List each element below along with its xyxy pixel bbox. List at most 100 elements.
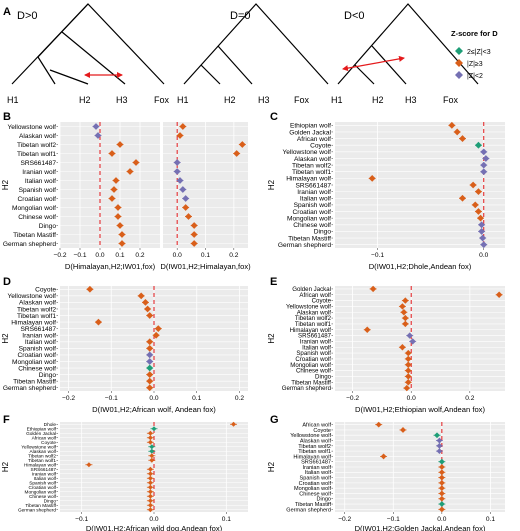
data-point [400,309,408,316]
category-label: German shepherd [286,507,331,513]
category-label: Alaskan wolf [30,449,57,455]
facet: −0.2 −0.1 0.0 0.1 0.2 D(Himalayan,H2;IW01,fox… [53,122,160,271]
data-point [86,285,94,293]
category-label: Dingo [44,498,57,504]
data-point [176,132,184,139]
data-point [176,177,184,184]
data-point [368,174,376,182]
facet: −0.2 −0.1 0.0 0.1D(IW01,H2;Golden Jackal,An… [335,421,505,531]
tree-2-leaf-h3: H3 [258,95,270,105]
panel-d-ylabel: H2 [1,333,10,344]
category-label: German shepherd [18,507,56,513]
data-point [86,462,92,468]
category-label: Tibetan wolf2 [17,142,56,149]
x-axis-label: D(IW01,H2;Himalayan,fox) [160,262,251,271]
tree-1-leaf-h3: H3 [116,95,128,105]
panel-letter-c: C [270,111,278,123]
data-point [471,201,479,209]
category-label: SRS661487 [298,333,332,340]
category-label: Yellowstone wolf [7,124,56,131]
data-point [190,231,198,238]
category-label: Himalayan wolf [286,176,331,183]
category-label: Ethiopian wolf [290,123,331,130]
category-label: Yellowstone wolf [290,433,331,439]
category-label: Himalayan wolf [24,462,57,468]
x-axis-label: D(IW01,H2;African wolf, Andean fox) [92,405,216,414]
category-label: Coyote [41,440,56,446]
category-label: Tibetan wolf2 [28,453,56,459]
category-label: Golden Jackal [289,129,331,136]
data-point [118,231,126,238]
category-label: Tibetan wolf2 [292,162,331,169]
data-point [147,480,153,486]
facet: −0.1 0.0 0.1D(IW01,H2;African wild dog,And… [60,421,248,531]
x-axis-label: D(IW01,H2;Ethiopian wolf,Andean fox) [355,405,485,414]
legend-marker-orange [455,59,463,67]
data-point [149,457,155,463]
category-label: Mongolian wolf [294,486,331,492]
category-label: Tibetan wolf1 [298,449,331,455]
category-label: Italian wolf [302,344,331,351]
legend-label-green: 2≤|Z|<3 [467,49,491,56]
data-point [448,121,456,129]
data-point [116,222,124,229]
data-point [400,427,406,433]
panel-e-ylabel: H2 [267,333,276,344]
category-label: SRS661487 [295,182,331,189]
data-point [438,469,445,476]
category-label: Himalayan wolf [293,454,331,460]
facet: 0.0 0.1 0.2 D(IW01,H2;Himalayan,fox) [160,122,251,271]
tree-1-leaf-h2: H2 [79,95,91,105]
data-point [94,132,102,139]
data-point [495,291,503,298]
data-point [409,338,416,345]
tree-2-label: D=0 [230,10,251,22]
x-tick-label: 0.1 [486,516,495,523]
data-point [118,240,126,247]
category-label: Alaskan wolf [19,133,56,140]
data-point [369,285,377,293]
data-point [146,384,154,392]
x-tick-label: 0.2 [229,252,238,259]
panel-b: B H2 Yellowstone wolf Alaskan wolf Tibetan w… [1,111,251,271]
data-point [405,361,412,368]
x-tick-label: 0.1 [115,252,124,259]
tree-1-h1-branch [37,56,56,85]
tree-2-inner-branch [217,45,253,85]
x-tick-label: 0.1 [201,252,210,259]
tree-1-h2-branch [49,69,89,85]
data-point [147,435,153,441]
data-point [434,432,440,439]
data-point [147,430,153,436]
category-label: Tibetan Mastiff [295,502,332,508]
tree-d-negative [337,3,479,85]
category-label: Croatian wolf [299,481,332,487]
category-label: Italian wolf [34,476,57,482]
x-tick-label: 0.0 [437,516,446,523]
data-point [179,186,187,193]
category-label: Iranian wolf [303,465,332,471]
data-point [375,421,382,428]
data-point [137,292,145,300]
category-label: Coyote [312,298,332,305]
data-point [406,332,413,339]
data-point [231,421,237,427]
data-point [475,208,482,215]
x-tick-label: −0.1 [75,516,88,523]
category-label: Tibetan wolf2 [295,315,332,322]
data-point [475,141,482,149]
x-tick-label: 0.0 [149,516,158,523]
data-point [146,338,154,346]
category-label: African wolf [299,292,331,299]
category-label: Iranian wolf [22,169,56,176]
data-point [480,148,488,156]
data-point [154,325,162,333]
data-point [405,355,412,363]
category-label: Italian wolf [300,196,331,203]
data-point [479,234,487,242]
data-point [182,195,190,202]
x-tick-label: −0.2 [53,252,66,259]
data-point [405,349,412,357]
